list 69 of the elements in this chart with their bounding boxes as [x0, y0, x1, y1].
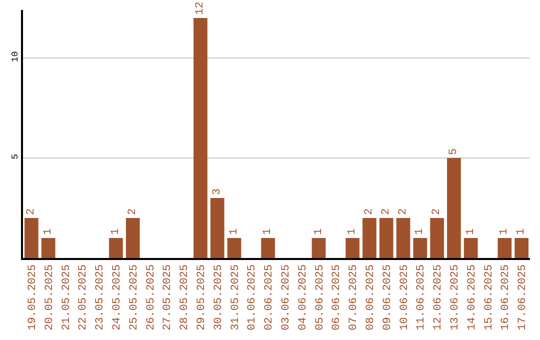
x-tick-label: 20.05.2025 — [44, 264, 56, 330]
x-tick-label: 09.06.2025 — [382, 264, 394, 330]
data-label: 3 — [211, 188, 224, 195]
bar — [379, 218, 394, 258]
bar — [227, 238, 242, 258]
x-tick-label: 30.05.2025 — [212, 264, 225, 330]
data-label: 1 — [262, 228, 274, 235]
data-label: 2 — [363, 208, 376, 215]
data-label: 1 — [42, 228, 54, 235]
bar — [109, 238, 123, 258]
x-tick-label: 28.05.2025 — [179, 264, 192, 330]
x-tick-label: 24.05.2025 — [112, 264, 124, 330]
data-label: 1 — [312, 228, 325, 235]
data-label: 2 — [397, 208, 410, 215]
data-label: 2 — [25, 208, 38, 215]
bar — [261, 238, 275, 258]
x-tick-label: 23.05.2025 — [94, 264, 107, 330]
x-tick-label: 31.05.2025 — [230, 264, 242, 330]
data-label: 1 — [228, 228, 240, 235]
data-label: 1 — [498, 228, 511, 235]
bar — [447, 158, 461, 258]
data-label: 1 — [110, 228, 122, 235]
data-label: 5 — [448, 148, 460, 155]
bar — [210, 198, 224, 258]
x-tick-label: 11.06.2025 — [416, 264, 428, 330]
x-tick-label: 05.06.2025 — [314, 264, 326, 330]
bar — [464, 238, 478, 258]
bar — [430, 218, 444, 258]
x-tick-label: 25.05.2025 — [128, 264, 140, 330]
bar — [396, 218, 410, 258]
x-tick-label: 04.06.2025 — [297, 264, 310, 330]
bar — [24, 218, 38, 258]
data-label: 1 — [516, 228, 528, 235]
x-tick-label: 10.06.2025 — [398, 264, 411, 330]
bar — [126, 218, 140, 258]
x-tick-label: 27.05.2025 — [162, 264, 174, 330]
x-tick-label: 15.06.2025 — [483, 264, 496, 330]
data-label: 2 — [380, 208, 392, 215]
bar — [312, 238, 326, 258]
x-tick-label: 16.06.2025 — [500, 264, 512, 330]
x-tick-label: 02.06.2025 — [264, 264, 276, 330]
bar — [346, 238, 360, 258]
data-label: 1 — [346, 228, 359, 235]
y-tick-label: 10 — [10, 51, 20, 62]
x-tick-label: 08.06.2025 — [365, 264, 378, 330]
x-tick-label: 03.06.2025 — [280, 264, 293, 330]
bar — [41, 238, 56, 258]
data-label: 2 — [126, 208, 139, 215]
bar — [194, 18, 208, 258]
bar — [498, 238, 512, 258]
x-tick-label: 21.05.2025 — [60, 264, 73, 330]
x-tick-label: 01.06.2025 — [246, 264, 259, 330]
data-label: 1 — [464, 228, 477, 235]
x-tick-label: 06.06.2025 — [331, 264, 344, 330]
data-label: 1 — [414, 228, 426, 235]
bar — [362, 218, 376, 258]
bar — [413, 238, 428, 258]
x-tick-label: 14.06.2025 — [466, 264, 478, 330]
data-label: 2 — [431, 208, 444, 215]
x-tick-label: 13.06.2025 — [450, 264, 462, 330]
x-tick-label: 07.06.2025 — [348, 264, 360, 330]
x-tick-label: 26.05.2025 — [145, 264, 158, 330]
x-tick-label: 12.06.2025 — [432, 264, 445, 330]
x-tick-label: 17.06.2025 — [517, 264, 530, 330]
x-tick-label: 29.05.2025 — [196, 264, 208, 330]
x-tick-label: 19.05.2025 — [27, 264, 40, 330]
data-label: 12 — [194, 2, 206, 15]
x-tick-label: 22.05.2025 — [78, 264, 90, 330]
bar — [514, 238, 528, 258]
